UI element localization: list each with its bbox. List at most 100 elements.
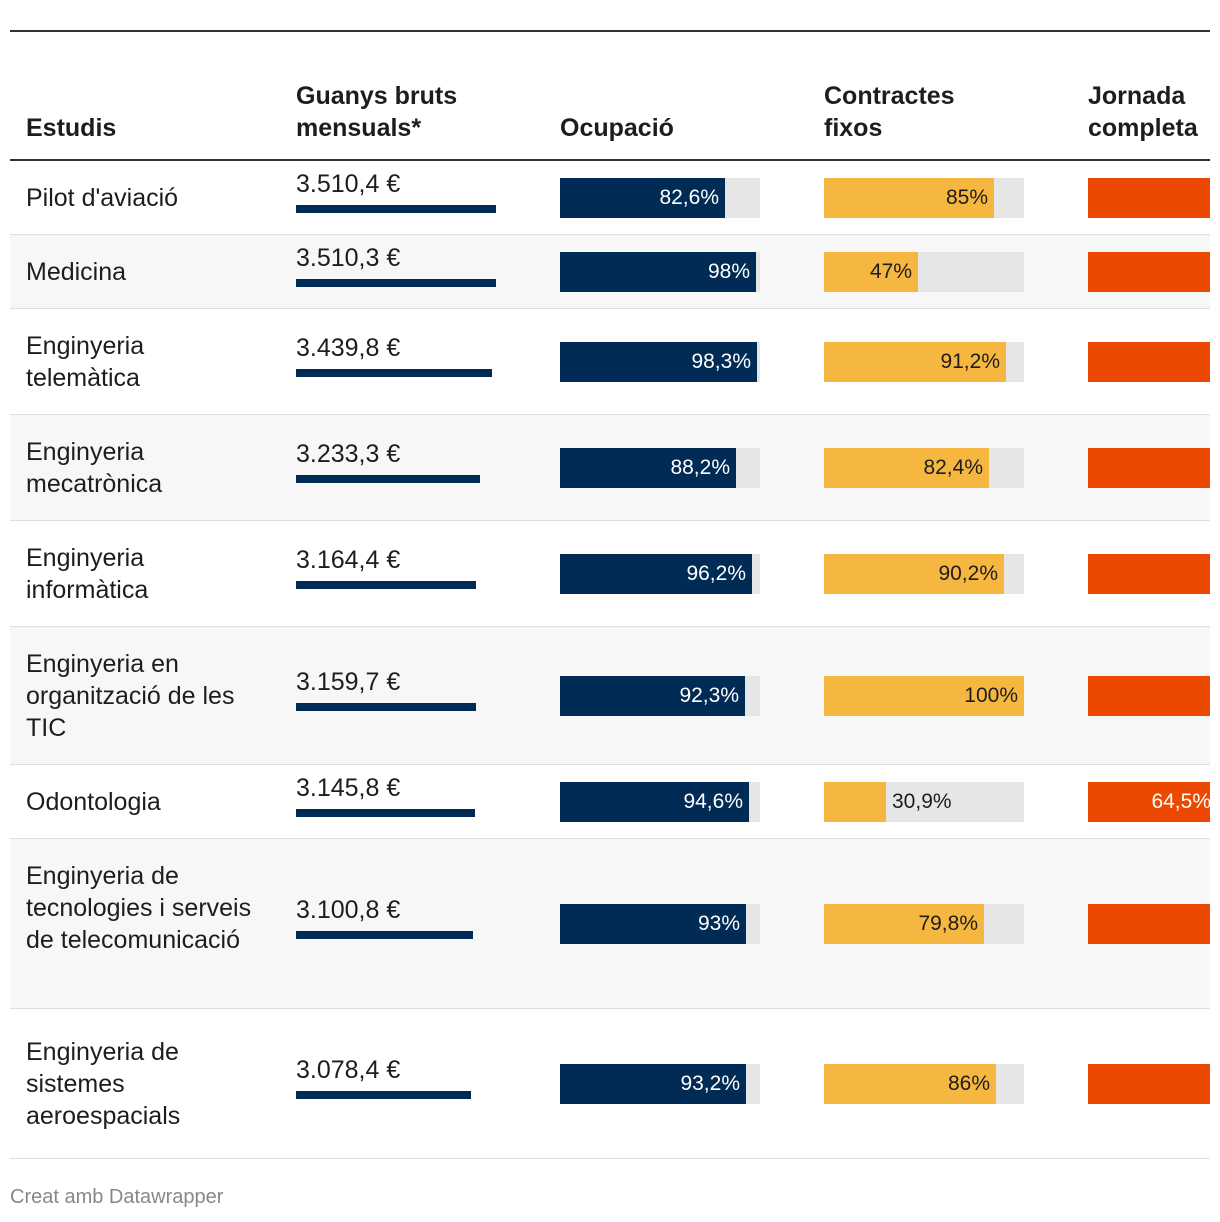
permanent-bar — [824, 448, 989, 488]
permanent-value-label: 82,4% — [923, 456, 983, 479]
fulltime-bar — [1088, 1064, 1210, 1104]
wage-bar — [296, 475, 480, 483]
table-row: Enginyeria en organització de les TIC 3.1… — [10, 627, 1210, 765]
permanent-bar — [824, 1064, 996, 1104]
wage-bar — [296, 1091, 471, 1099]
employment-bar-track: 93,2% — [560, 1064, 760, 1104]
employment-value-label: 94,6% — [683, 790, 743, 813]
permanent-bar — [824, 252, 918, 292]
wage-value: 3.100,8 € — [296, 896, 401, 924]
permanent-value-label: 30,9% — [892, 790, 952, 813]
fulltime-bar-track — [1088, 676, 1210, 716]
studies-name: Enginyeria de sistemes aeroespacials — [26, 1038, 181, 1130]
employment-value-label: 98% — [707, 260, 750, 283]
studies-name: Enginyeria mecatrònica — [26, 438, 163, 498]
wage-value: 3.145,8 € — [296, 774, 401, 802]
permanent-value-label: 86% — [947, 1072, 990, 1095]
fulltime-bar-track: 64,5% — [1088, 782, 1210, 822]
table-row: Enginyeria mecatrònica 3.233,3 € 88,2% 82,4… — [10, 415, 1210, 521]
employment-bar — [560, 178, 725, 218]
permanent-bar — [824, 178, 994, 218]
table-row: Odontologia 3.145,8 € 94,6% 30,9% 64,5% — [10, 765, 1210, 839]
permanent-bar — [824, 342, 1006, 382]
permanent-bar-track: 85% — [824, 178, 1024, 218]
fulltime-bar — [1088, 448, 1210, 488]
permanent-bar-track: 82,4% — [824, 448, 1024, 488]
wage-bar — [296, 809, 475, 817]
fulltime-bar — [1088, 178, 1210, 218]
table-row: Enginyeria informàtica 3.164,4 € 96,2% 90,2… — [10, 521, 1210, 627]
employment-value-label: 98,3% — [691, 350, 751, 373]
permanent-value-label: 79,8% — [918, 912, 978, 935]
fulltime-value-label: 64,5% — [1151, 790, 1210, 813]
wage-value: 3.164,4 € — [296, 546, 401, 574]
employment-value-label: 88,2% — [670, 456, 730, 479]
permanent-bar — [824, 782, 886, 822]
header-permanent: Contractes fixos — [824, 82, 955, 142]
permanent-bar-track: 30,9% — [824, 782, 1024, 822]
fulltime-bar-track — [1088, 178, 1210, 218]
employment-bar-track: 94,6% — [560, 782, 760, 822]
employment-value-label: 93,2% — [680, 1072, 740, 1095]
header-studies: Estudis — [26, 114, 117, 142]
header-wage: Guanys bruts mensuals* — [296, 82, 458, 142]
wage-value: 3.439,8 € — [296, 334, 401, 362]
employment-bar — [560, 1064, 746, 1104]
fulltime-bar — [1088, 782, 1210, 822]
table-row: Enginyeria telemàtica 3.439,8 € 98,3% 91,2% — [10, 309, 1210, 415]
studies-name: Enginyeria en organització de les TIC — [26, 650, 235, 742]
fulltime-bar — [1088, 342, 1210, 382]
studies-name: Odontologia — [26, 788, 161, 816]
permanent-value-label: 85% — [945, 186, 988, 209]
fulltime-bar-track — [1088, 554, 1210, 594]
employment-bar-track: 98,3% — [560, 342, 760, 382]
employment-bar-track: 96,2% — [560, 554, 760, 594]
employment-bar-track: 92,3% — [560, 676, 760, 716]
employment-bar — [560, 252, 756, 292]
employment-bar-track: 98% — [560, 252, 760, 292]
wage-bar — [296, 369, 492, 377]
employment-bar-track: 93% — [560, 904, 760, 944]
fulltime-bar-track — [1088, 448, 1210, 488]
wage-bar — [296, 205, 496, 213]
permanent-bar-track: 100% — [824, 676, 1024, 716]
permanent-value-label: 47% — [869, 260, 912, 283]
wage-value: 3.510,4 € — [296, 170, 401, 198]
permanent-bar — [824, 676, 1024, 716]
permanent-bar-track: 91,2% — [824, 342, 1024, 382]
fulltime-bar — [1088, 252, 1210, 292]
wage-value: 3.078,4 € — [296, 1056, 401, 1084]
chart-table: Estudis Guanys bruts mensuals* Ocupació … — [10, 30, 1210, 1170]
permanent-value-label: 100% — [964, 684, 1018, 707]
permanent-bar — [824, 554, 1004, 594]
wage-bar — [296, 279, 496, 287]
employment-bar — [560, 904, 746, 944]
fulltime-bar — [1088, 676, 1210, 716]
header-employment: Ocupació — [560, 114, 674, 142]
table-row: Enginyeria de tecnologies i serveis de t… — [10, 839, 1210, 1009]
employment-value-label: 93% — [697, 912, 740, 935]
employment-bar — [560, 448, 736, 488]
studies-name: Medicina — [26, 258, 127, 286]
fulltime-bar — [1088, 904, 1210, 944]
permanent-value-label: 90,2% — [938, 562, 998, 585]
footer-credit: Creat amb Datawrapper — [10, 1186, 224, 1208]
employment-bar — [560, 676, 745, 716]
header-rule — [10, 159, 1210, 161]
studies-name: Enginyeria de tecnologies i serveis de t… — [26, 862, 252, 954]
permanent-bar-track: 79,8% — [824, 904, 1024, 944]
employment-value-label: 96,2% — [686, 562, 746, 585]
employment-bar — [560, 554, 752, 594]
permanent-bar-track: 90,2% — [824, 554, 1024, 594]
fulltime-bar-track — [1088, 1064, 1210, 1104]
employment-bar — [560, 342, 757, 382]
permanent-value-label: 91,2% — [940, 350, 1000, 373]
fulltime-bar-track — [1088, 252, 1210, 292]
header-fulltime: Jornada completa — [1088, 82, 1198, 142]
studies-name: Enginyeria telemàtica — [26, 332, 145, 392]
wage-value: 3.510,3 € — [296, 244, 401, 272]
wage-bar — [296, 703, 476, 711]
permanent-bar-track: 47% — [824, 252, 1024, 292]
employment-bar-track: 88,2% — [560, 448, 760, 488]
studies-name: Pilot d'aviació — [26, 184, 179, 212]
